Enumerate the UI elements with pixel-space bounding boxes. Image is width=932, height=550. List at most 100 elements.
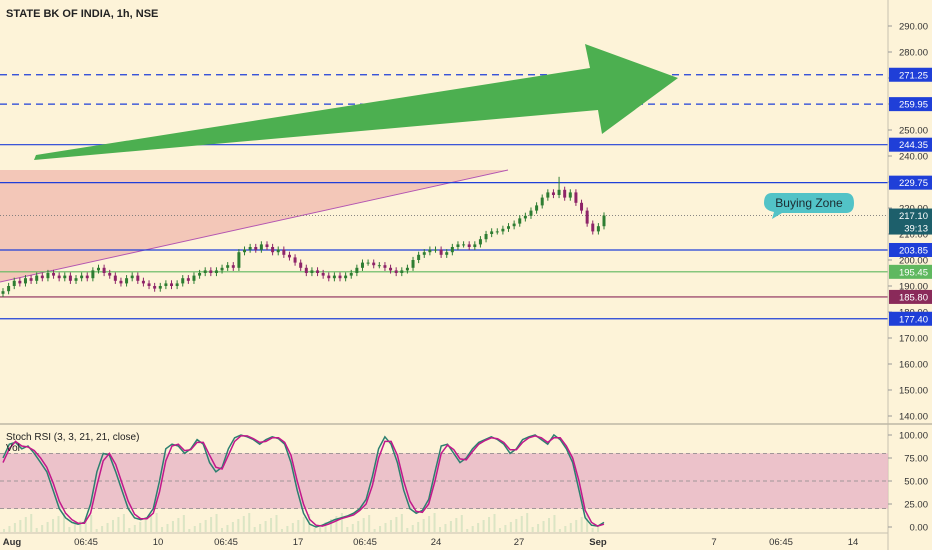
- volume-bar: [553, 515, 556, 532]
- candle: [198, 273, 202, 276]
- candle: [136, 275, 140, 281]
- last-price-label: 217.10: [899, 211, 928, 222]
- candle: [192, 275, 196, 281]
- volume-bar: [346, 527, 349, 532]
- candle: [400, 270, 404, 273]
- volume-bar: [286, 526, 289, 532]
- candle: [214, 270, 218, 273]
- time-axis[interactable]: Aug 06:45 10 06:45 17 06:45 24 27 Sep 7 06:45 14: [0, 532, 888, 548]
- volume-bar: [488, 517, 491, 532]
- candle: [91, 270, 95, 279]
- candle: [602, 215, 606, 227]
- candle: [119, 280, 123, 284]
- candle: [74, 278, 78, 281]
- level-price-label: 244.35: [899, 140, 928, 151]
- level-price-label: 185.80: [899, 292, 928, 303]
- volume-bar: [139, 522, 142, 532]
- x-tick-label: Aug: [3, 537, 22, 548]
- volume-bar: [384, 523, 387, 532]
- x-tick-label: 06:45: [353, 537, 377, 548]
- volume-bar: [68, 527, 71, 532]
- candle: [591, 223, 595, 232]
- candle: [18, 280, 22, 284]
- volume-bar: [144, 519, 147, 532]
- candle: [147, 283, 151, 286]
- volume-bar: [379, 526, 382, 532]
- volume-bar: [428, 516, 431, 532]
- candle: [344, 275, 348, 279]
- candle: [377, 265, 381, 267]
- candle: [383, 265, 387, 268]
- trendline: [0, 169, 509, 283]
- volume-bar: [439, 527, 441, 532]
- level-price-tag: [889, 137, 932, 152]
- x-tick-label: 06:45: [769, 537, 793, 548]
- volume-bar: [3, 529, 5, 532]
- volume-bar: [400, 514, 403, 532]
- candle: [52, 273, 56, 276]
- candle: [585, 210, 589, 224]
- candle: [467, 244, 471, 247]
- x-tick-label: Sep: [589, 537, 607, 548]
- volume-bar: [237, 519, 240, 532]
- volume-bar: [586, 514, 589, 532]
- candle: [96, 267, 100, 271]
- volume-bar: [498, 528, 501, 532]
- volume-bar: [357, 521, 360, 532]
- volume-bar: [291, 523, 294, 532]
- volume-bar: [477, 523, 480, 532]
- volume-bar: [335, 516, 338, 532]
- volume-bar: [351, 524, 354, 532]
- volume-bar: [509, 522, 512, 532]
- candle: [141, 280, 145, 284]
- volume-bar: [242, 516, 245, 532]
- volume-bar: [569, 523, 572, 532]
- volume-bar: [406, 528, 409, 532]
- candle: [287, 254, 291, 258]
- volume-bar: [204, 520, 207, 532]
- x-tick-label: 7: [711, 537, 716, 548]
- candle: [456, 244, 460, 247]
- candle: [355, 267, 359, 273]
- y-tick-label: 240.00: [899, 152, 928, 163]
- stoch-rsi-pane[interactable]: 100.00 75.00 50.00 25.00 0.00: [0, 423, 932, 534]
- level-price-tag: [889, 175, 932, 190]
- x-tick-label: 06:45: [74, 537, 98, 548]
- candle: [478, 239, 482, 245]
- levels-layer: [0, 74, 888, 320]
- level-price-tag: [889, 97, 932, 112]
- stoch-k-line: [2, 433, 605, 528]
- volume-bar: [112, 520, 114, 532]
- candle: [349, 273, 353, 276]
- candle: [366, 262, 370, 264]
- candle: [473, 244, 477, 247]
- volume-bar: [177, 518, 180, 532]
- candle: [439, 249, 443, 255]
- candle: [125, 278, 129, 284]
- candle: [226, 265, 230, 268]
- candle: [237, 252, 241, 268]
- trend-arrow[interactable]: [34, 44, 678, 160]
- volume-bar: [580, 517, 583, 532]
- candle: [512, 223, 516, 227]
- candle: [276, 249, 280, 253]
- volume-bar: [270, 518, 273, 532]
- candle: [113, 275, 117, 281]
- x-tick-label: 27: [514, 537, 525, 548]
- candle: [7, 286, 11, 292]
- volume-bar: [548, 518, 550, 532]
- volume-bar: [24, 517, 27, 532]
- buying-zone-callout[interactable]: Buying Zone: [764, 193, 854, 219]
- y-tick-label: 200.00: [899, 256, 928, 267]
- level-price-label: 177.40: [899, 314, 928, 325]
- price-axis[interactable]: 140.00150.00160.00170.00180.00190.00200.…: [887, 0, 932, 550]
- candle: [360, 262, 364, 268]
- x-tick-label: 24: [431, 537, 442, 548]
- y-tick-label: 160.00: [899, 360, 928, 371]
- volume-bar: [417, 522, 420, 532]
- volume-bar: [264, 521, 267, 532]
- candle: [209, 270, 213, 273]
- volume-bar: [221, 528, 223, 532]
- volume-bar: [471, 526, 474, 532]
